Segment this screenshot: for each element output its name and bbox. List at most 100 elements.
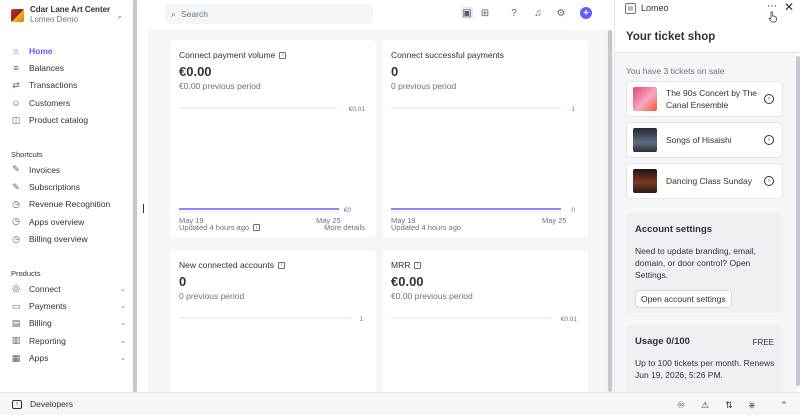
transfer-icon[interactable]: ⇅ <box>725 399 733 410</box>
card-updated: Updated 4 hours ago <box>391 223 462 232</box>
main-scrollbar[interactable] <box>607 30 613 392</box>
sidebar-item-label: Connect <box>29 283 61 294</box>
metric-card-new-connected-accounts[interactable]: New connected accounts i 0 0 previous per… <box>170 250 376 400</box>
sidebar-item-balances[interactable]: ≡ Balances <box>11 59 126 76</box>
ticket-thumbnail <box>633 169 657 193</box>
sidebar-item-apps-overview[interactable]: ◷ Apps overview <box>11 213 126 230</box>
ticket-item[interactable]: The 90s Concert by The Canal Ensemble › <box>626 81 783 117</box>
chevron-up-icon[interactable]: ⌃ <box>780 399 788 410</box>
ticket-item[interactable]: Songs of Hisaishi › <box>626 122 783 158</box>
sidebar-item-label: Payments <box>29 301 67 312</box>
info-icon[interactable]: i <box>277 261 285 269</box>
account-switcher[interactable]: Cdar Lane Art Center Lomeo Demo ⌄ <box>11 5 123 25</box>
clock-icon: ◷ <box>12 216 20 227</box>
warning-icon[interactable]: ⚠ <box>700 399 710 410</box>
sidebar-item-reporting[interactable]: ▥ Reporting ⌄ <box>11 332 126 349</box>
chart-x-start: May 19 <box>179 216 204 225</box>
ticket-item[interactable]: Dancing Class Sunday › <box>626 163 783 199</box>
sidebar-item-label: Customers <box>29 97 71 108</box>
sidebar-item-label: Invoices <box>29 164 61 175</box>
card-value: €0.00 <box>179 64 212 79</box>
sidebar-item-billing-overview[interactable]: ◷ Billing overview <box>11 231 126 248</box>
search-input[interactable]: ⌕ Search <box>165 4 373 24</box>
dashboard-content: Connect payment volume i €0.00 €0.00 prev… <box>148 30 607 400</box>
sidebar-item-connect[interactable]: ◎ Connect ⌄ <box>11 280 126 297</box>
metric-chart: 1 <box>179 316 363 323</box>
chart-top-label: €0.01 <box>561 316 578 323</box>
arrow-right-icon[interactable]: › <box>764 176 774 186</box>
arrow-right-icon[interactable]: › <box>764 94 774 104</box>
sidebar-item-label: Apps overview <box>29 216 85 227</box>
close-icon[interactable]: ✕ <box>784 0 795 14</box>
chart-x-end: May 25 <box>542 216 567 225</box>
more-details-link[interactable]: More details <box>324 223 365 232</box>
sidebar-item-label: Home <box>29 45 53 56</box>
ticket-name: Dancing Class Sunday <box>666 176 752 186</box>
chart-top-label: 1 <box>571 106 575 113</box>
sidebar-item-label: Revenue Recognition <box>29 199 111 210</box>
metric-card-connect-successful-payments[interactable]: Connect successful payments 0 0 previous… <box>382 40 588 238</box>
info-icon[interactable]: i <box>253 224 261 231</box>
sidebar-item-label: Product catalog <box>29 115 89 126</box>
chevron-down-icon: ⌄ <box>120 303 126 311</box>
shortcuts-label: Shortcuts <box>11 150 43 159</box>
developers-label: Developers <box>30 399 73 409</box>
usage-title: Usage 0/100 <box>635 336 690 347</box>
info-icon[interactable]: i <box>414 261 422 269</box>
gear-icon[interactable]: ⚙ <box>556 7 566 19</box>
app-panel: ▤ Lomeo ⋯ ✕ Your ticket shop You have 3 … <box>614 0 800 392</box>
info-icon[interactable]: i <box>279 51 287 59</box>
chart-bottom-label: 0 <box>571 207 575 214</box>
sidebar-item-apps[interactable]: ▦ Apps ⌄ <box>11 350 126 367</box>
sidebar-item-revenue-recognition[interactable]: ◷ Revenue Recognition <box>11 196 126 213</box>
sidebar-item-label: Subscriptions <box>29 182 81 193</box>
chart-top-label: €0.01 <box>349 106 366 113</box>
metric-card-mrr[interactable]: MRR i €0.00 €0.00 previous period €0.01 <box>382 250 588 400</box>
bell-icon[interactable]: ♫ <box>534 7 542 19</box>
card-previous: 0 previous period <box>391 81 457 91</box>
apps-grid-icon[interactable]: ⊞ <box>480 7 490 19</box>
sidebar-item-payments[interactable]: ▭ Payments ⌄ <box>11 297 126 314</box>
account-logo <box>11 8 24 22</box>
card-value: €0.00 <box>391 274 424 289</box>
metric-card-connect-payment-volume[interactable]: Connect payment volume i €0.00 €0.00 prev… <box>170 40 376 238</box>
products-label: Products <box>11 269 41 278</box>
panel-scroll-thumb[interactable] <box>796 56 800 386</box>
account-subtitle: Lomeo Demo <box>30 15 79 24</box>
webhook-icon[interactable]: ⎈ <box>748 399 756 410</box>
main-scroll-thumb[interactable] <box>608 30 612 392</box>
chevron-down-icon: ⌄ <box>120 320 126 328</box>
payments-icon: ▭ <box>11 300 21 311</box>
binoculars-icon[interactable]: ♾ <box>676 399 686 410</box>
sidebar-item-subscriptions[interactable]: ✎ Subscriptions <box>11 178 126 195</box>
sidebar-item-transactions[interactable]: ⇄ Transactions <box>11 77 126 94</box>
usage-block: Usage 0/100 FREE Up to 100 tickets per m… <box>626 325 783 392</box>
balances-icon: ≡ <box>13 63 19 74</box>
connect-icon: ◎ <box>12 283 20 294</box>
sidebar-item-customers[interactable]: ☺ Customers <box>11 94 126 111</box>
sidebar-scroll-thumb[interactable] <box>133 0 137 392</box>
open-account-settings-button[interactable]: Open account settings <box>635 290 732 308</box>
plan-badge: FREE <box>752 338 774 347</box>
chart-x-end: May 25 <box>316 216 341 225</box>
sidebar-item-invoices[interactable]: ✎ Invoices <box>11 161 126 178</box>
developers-button[interactable]: › Developers <box>12 399 73 409</box>
panel-scrollbar[interactable] <box>796 56 800 392</box>
app-drawer-icon[interactable]: ▣ <box>461 7 473 19</box>
sidebar-item-product-catalog[interactable]: ◫ Product catalog <box>11 112 126 129</box>
sidebar-item-home[interactable]: ⌂ Home <box>11 42 126 59</box>
card-title: New connected accounts <box>179 260 274 270</box>
billing-icon: ▤ <box>11 317 21 328</box>
sidebar-item-billing[interactable]: ▤ Billing ⌄ <box>11 315 126 332</box>
sidebar-scrollbar[interactable] <box>133 0 137 392</box>
help-icon[interactable]: ? <box>511 7 517 19</box>
sidebar-resize-handle[interactable] <box>143 204 144 213</box>
more-options-icon[interactable]: ⋯ <box>767 1 778 12</box>
card-previous: 0 previous period <box>179 291 245 301</box>
account-name: Cdar Lane Art Center <box>30 5 111 14</box>
sidebar-item-label: Balances <box>29 63 64 74</box>
card-previous: €0.00 previous period <box>391 291 473 301</box>
create-plus-button[interactable]: + <box>580 7 592 19</box>
sidebar-item-label: Transactions <box>29 80 78 91</box>
arrow-right-icon[interactable]: › <box>764 135 774 145</box>
